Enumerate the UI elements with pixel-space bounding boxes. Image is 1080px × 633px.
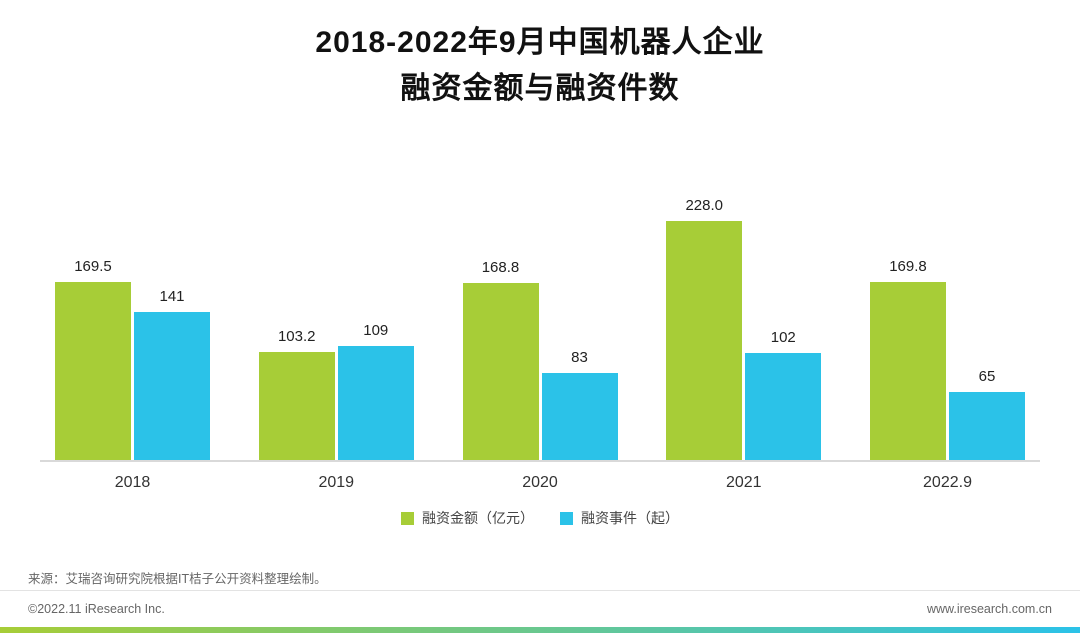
page-title: 2018-2022年9月中国机器人企业 融资金额与融资件数 [0, 0, 1080, 112]
bar-value-label: 102 [770, 329, 796, 346]
bar-wrap: 168.8 [462, 259, 539, 460]
bar-value-label: 141 [159, 288, 185, 305]
bar-wrap: 65 [949, 368, 1025, 460]
bar [337, 346, 414, 460]
bar [541, 373, 618, 460]
category-label: 2021 [725, 474, 762, 491]
bar [462, 283, 539, 460]
bar-value-label: 83 [571, 349, 588, 366]
chart-plot: 169.5 141 103.2 109 168.8 83 228.0 102 169.8 65 [40, 197, 1040, 462]
source-note: 来源：艾瑞咨询研究院根据IT桔子公开资料整理绘制。 [28, 572, 327, 586]
bar-wrap: 169.5 [55, 258, 131, 460]
bar-wrap: 103.2 [258, 328, 335, 460]
bar-value-label: 168.8 [481, 259, 520, 276]
bar-wrap: 169.8 [870, 258, 946, 460]
bar-group: 169.8 65 [870, 258, 1025, 460]
legend-item-amount: 融资金额（亿元） [401, 508, 534, 528]
bar-value-label: 169.5 [74, 258, 112, 275]
bar [949, 392, 1025, 460]
bar [134, 312, 210, 460]
bar-value-label: 109 [363, 322, 389, 339]
category-label: 2019 [318, 474, 355, 491]
bar-wrap: 109 [337, 322, 414, 460]
legend-item-events: 融资事件（起） [560, 508, 679, 528]
category-label: 2018 [114, 474, 151, 491]
bar-group: 228.0 102 [666, 197, 822, 460]
footer-copyright: ©2022.11 iResearch Inc. [28, 602, 165, 616]
bar [666, 221, 743, 460]
bar [258, 352, 335, 460]
bar-value-label: 228.0 [685, 197, 724, 214]
bar-wrap: 141 [134, 288, 210, 460]
bar [870, 282, 946, 460]
title-line-2: 融资金额与融资件数 [400, 72, 680, 105]
chart-legend: 融资金额（亿元） 融资事件（起） [0, 508, 1080, 528]
bar [745, 353, 822, 460]
legend-label-events: 融资事件（起） [581, 510, 679, 526]
chart-categories: 2018 2019 2020 2021 2022.9 [40, 462, 1040, 492]
bar-wrap: 102 [745, 329, 822, 460]
category-label: 2022.9 [923, 474, 972, 491]
bar-wrap: 83 [541, 349, 618, 460]
bar [55, 282, 131, 460]
bar-group: 103.2 109 [258, 322, 414, 460]
footer: ©2022.11 iResearch Inc. www.iresearch.co… [0, 590, 1080, 627]
bar-wrap: 228.0 [666, 197, 743, 460]
legend-label-amount: 融资金额（亿元） [422, 510, 534, 526]
bottom-gradient-strip [0, 627, 1080, 633]
category-label: 2020 [522, 474, 558, 491]
bar-value-label: 103.2 [277, 328, 316, 345]
footer-url: www.iresearch.com.cn [926, 602, 1052, 616]
legend-swatch-events [560, 511, 573, 525]
bar-value-label: 65 [978, 368, 996, 385]
title-line-1: 2018-2022年9月中国机器人企业 [315, 26, 765, 59]
bar-group: 169.5 141 [55, 258, 210, 460]
legend-swatch-amount [401, 511, 414, 525]
bar-value-label: 169.8 [889, 258, 927, 275]
bar-group: 168.8 83 [462, 259, 618, 460]
